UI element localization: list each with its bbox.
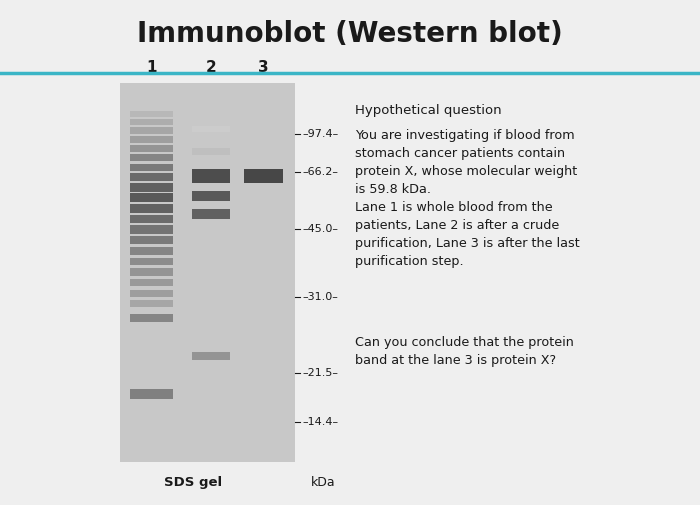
Bar	[130, 154, 174, 161]
Text: –97.4–: –97.4–	[302, 129, 338, 139]
Text: 3: 3	[258, 60, 269, 75]
Text: 1: 1	[146, 60, 157, 75]
Bar	[192, 148, 230, 155]
Text: kDa: kDa	[311, 476, 335, 489]
Text: –14.4–: –14.4–	[302, 417, 338, 427]
Bar	[130, 136, 174, 142]
Bar	[130, 268, 174, 276]
Bar	[130, 215, 174, 223]
Bar	[130, 145, 174, 152]
Text: –21.5–: –21.5–	[302, 368, 338, 378]
Text: SDS gel: SDS gel	[164, 476, 223, 489]
Bar	[130, 389, 174, 399]
Bar	[192, 169, 230, 183]
Bar	[130, 225, 174, 234]
Bar	[192, 126, 230, 132]
Bar	[130, 173, 174, 181]
Bar	[130, 111, 174, 117]
Text: –31.0–: –31.0–	[302, 292, 338, 302]
Text: You are investigating if blood from
stomach cancer patients contain
protein X, w: You are investigating if blood from stom…	[355, 129, 580, 268]
Bar	[244, 169, 283, 183]
Bar	[130, 183, 174, 192]
Bar	[130, 119, 174, 125]
Bar	[130, 204, 174, 213]
Text: Immunoblot (Western blot): Immunoblot (Western blot)	[137, 20, 563, 48]
Bar	[192, 352, 230, 360]
Bar	[130, 314, 174, 322]
Bar	[130, 193, 174, 202]
Bar	[130, 127, 174, 134]
Text: –45.0–: –45.0–	[302, 224, 338, 234]
Bar	[130, 164, 174, 171]
Bar	[130, 289, 174, 297]
Bar	[130, 247, 174, 255]
Bar	[192, 209, 230, 219]
Text: Can you conclude that the protein
band at the lane 3 is protein X?: Can you conclude that the protein band a…	[355, 336, 574, 367]
Bar	[130, 300, 174, 308]
Text: 2: 2	[206, 60, 216, 75]
Bar	[192, 190, 230, 201]
Bar	[130, 258, 174, 265]
Text: Hypothetical question: Hypothetical question	[355, 104, 502, 117]
Bar	[120, 83, 295, 462]
Bar	[130, 236, 174, 244]
Bar	[130, 279, 174, 286]
Text: –66.2–: –66.2–	[302, 167, 338, 177]
